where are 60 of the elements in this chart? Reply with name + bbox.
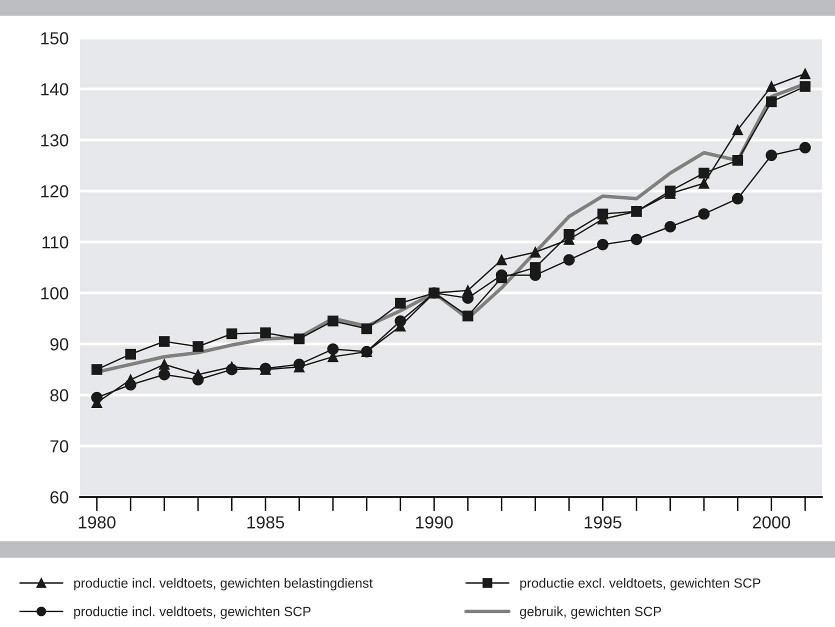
point [158,368,170,380]
legend-label: productie incl. veldtoets, gewichten belastingdienst [74,578,373,590]
point [91,392,103,404]
point [360,346,372,358]
y-tick-label: 110 [42,236,68,248]
point [226,328,238,340]
point [361,323,372,334]
point [766,150,778,162]
point [328,316,338,326]
point [158,359,170,370]
y-tick-label: 140 [41,83,68,96]
x-tick-label: 1980 [78,516,116,528]
point [124,379,136,391]
x-tick-label: 1990 [416,516,453,528]
point [563,254,575,266]
point [260,327,271,338]
x-tick-label: 1995 [584,516,622,528]
point [630,234,642,246]
point [766,81,777,92]
point [158,336,170,347]
point [192,341,204,352]
point [462,310,474,322]
point [800,81,811,92]
point [496,254,507,266]
legend-label: gebruik, gewichten SCP [520,606,662,619]
point [394,315,406,327]
y-tick-label: 100 [41,287,68,300]
point [395,298,406,309]
point [732,155,744,166]
y-tick-label: 70 [50,440,68,452]
point [530,246,541,258]
point [226,364,238,376]
point [327,343,339,355]
point [294,334,305,344]
y-tick-label: 60 [50,491,68,504]
point [732,192,744,204]
x-tick-label: 2000 [752,516,790,528]
legend-label: productie excl. veldtoets, gewichten SCP [520,578,760,590]
point [766,96,777,108]
y-tick-label: 120 [41,185,68,198]
point [800,68,811,80]
y-tick-label: 80 [50,389,68,402]
point [698,208,710,220]
point [664,220,676,232]
point [91,364,102,375]
point [192,374,204,386]
point [732,124,744,136]
point [799,142,811,154]
point [597,238,608,250]
point [698,168,710,179]
y-tick-label: 90 [50,338,68,350]
legend-label: productie incl. veldtoets, gewichten SCP [74,606,311,619]
y-tick-label: 130 [41,134,68,146]
point [698,178,710,189]
point [125,348,136,360]
point [597,208,608,220]
x-tick-label: 1985 [248,516,284,528]
y-tick-label: 150 [41,32,68,44]
point [664,186,676,196]
point [564,228,574,240]
